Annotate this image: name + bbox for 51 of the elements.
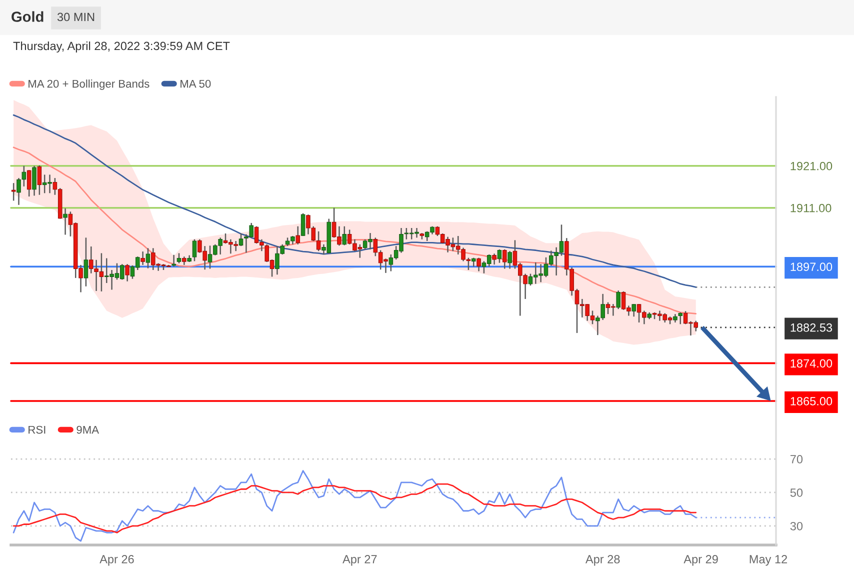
candlestick: [37, 164, 42, 196]
x-tick-label: Apr 27: [342, 555, 377, 566]
x-tick-label: Apr 28: [585, 555, 620, 566]
legend-label: MA 50: [180, 80, 211, 88]
candlestick: [22, 165, 26, 188]
line-series: [12, 470, 697, 542]
y-tick-label: 1897.00: [790, 262, 832, 272]
text: Thursday, April 28, 2022 3:39:59 AM CET: [13, 42, 230, 53]
candlestick: [172, 254, 176, 268]
candlestick: [11, 182, 16, 202]
y-tick-label: 1921.00: [790, 162, 832, 170]
legend-label: 9MA: [76, 426, 100, 434]
y-tick-label: 1911.00: [790, 204, 832, 212]
line-series: [12, 483, 697, 534]
candlestick: [316, 230, 321, 252]
chart-title: Gold: [12, 11, 44, 22]
candlestick: [63, 208, 68, 236]
candlestick: [146, 248, 150, 269]
x-tick-label: Apr 29: [684, 555, 718, 566]
y-tick-label: 1882.53: [790, 323, 832, 332]
candlestick: [300, 212, 306, 237]
y-tick-label: 1874.00: [790, 359, 832, 368]
candlestick: [16, 177, 21, 206]
candlestick: [32, 165, 36, 196]
y2-tick-label: 30: [790, 522, 803, 530]
candlestick: [508, 250, 512, 270]
line-series: [12, 114, 697, 288]
candlestick: [192, 238, 197, 262]
candlestick: [296, 226, 300, 245]
chart-subtitle: 30 MIN: [57, 12, 94, 22]
candlestick: [176, 252, 182, 264]
candlestick: [238, 232, 244, 247]
candlestick: [492, 252, 496, 266]
candlestick: [632, 303, 636, 318]
candlestick: [125, 263, 130, 282]
candlestick: [678, 312, 683, 325]
y2-tick-label: 50: [790, 488, 803, 497]
candlestick: [616, 290, 620, 310]
candlestick: [342, 226, 347, 246]
x-tick-label: Apr 26: [100, 555, 134, 566]
legend-label: RSI: [28, 426, 46, 434]
candlestick: [84, 237, 88, 287]
y2-tick-label: 70: [790, 455, 803, 464]
candlestick: [502, 248, 507, 270]
candlestick: [497, 248, 502, 264]
legend-label: MA 20 + Bollinger Bands: [28, 80, 150, 90]
x-tick-label: May 12: [750, 555, 788, 566]
candlestick: [140, 250, 145, 266]
y-tick-label: 1865.00: [790, 397, 832, 406]
candlestick: [26, 169, 32, 198]
candlestick: [476, 257, 481, 272]
